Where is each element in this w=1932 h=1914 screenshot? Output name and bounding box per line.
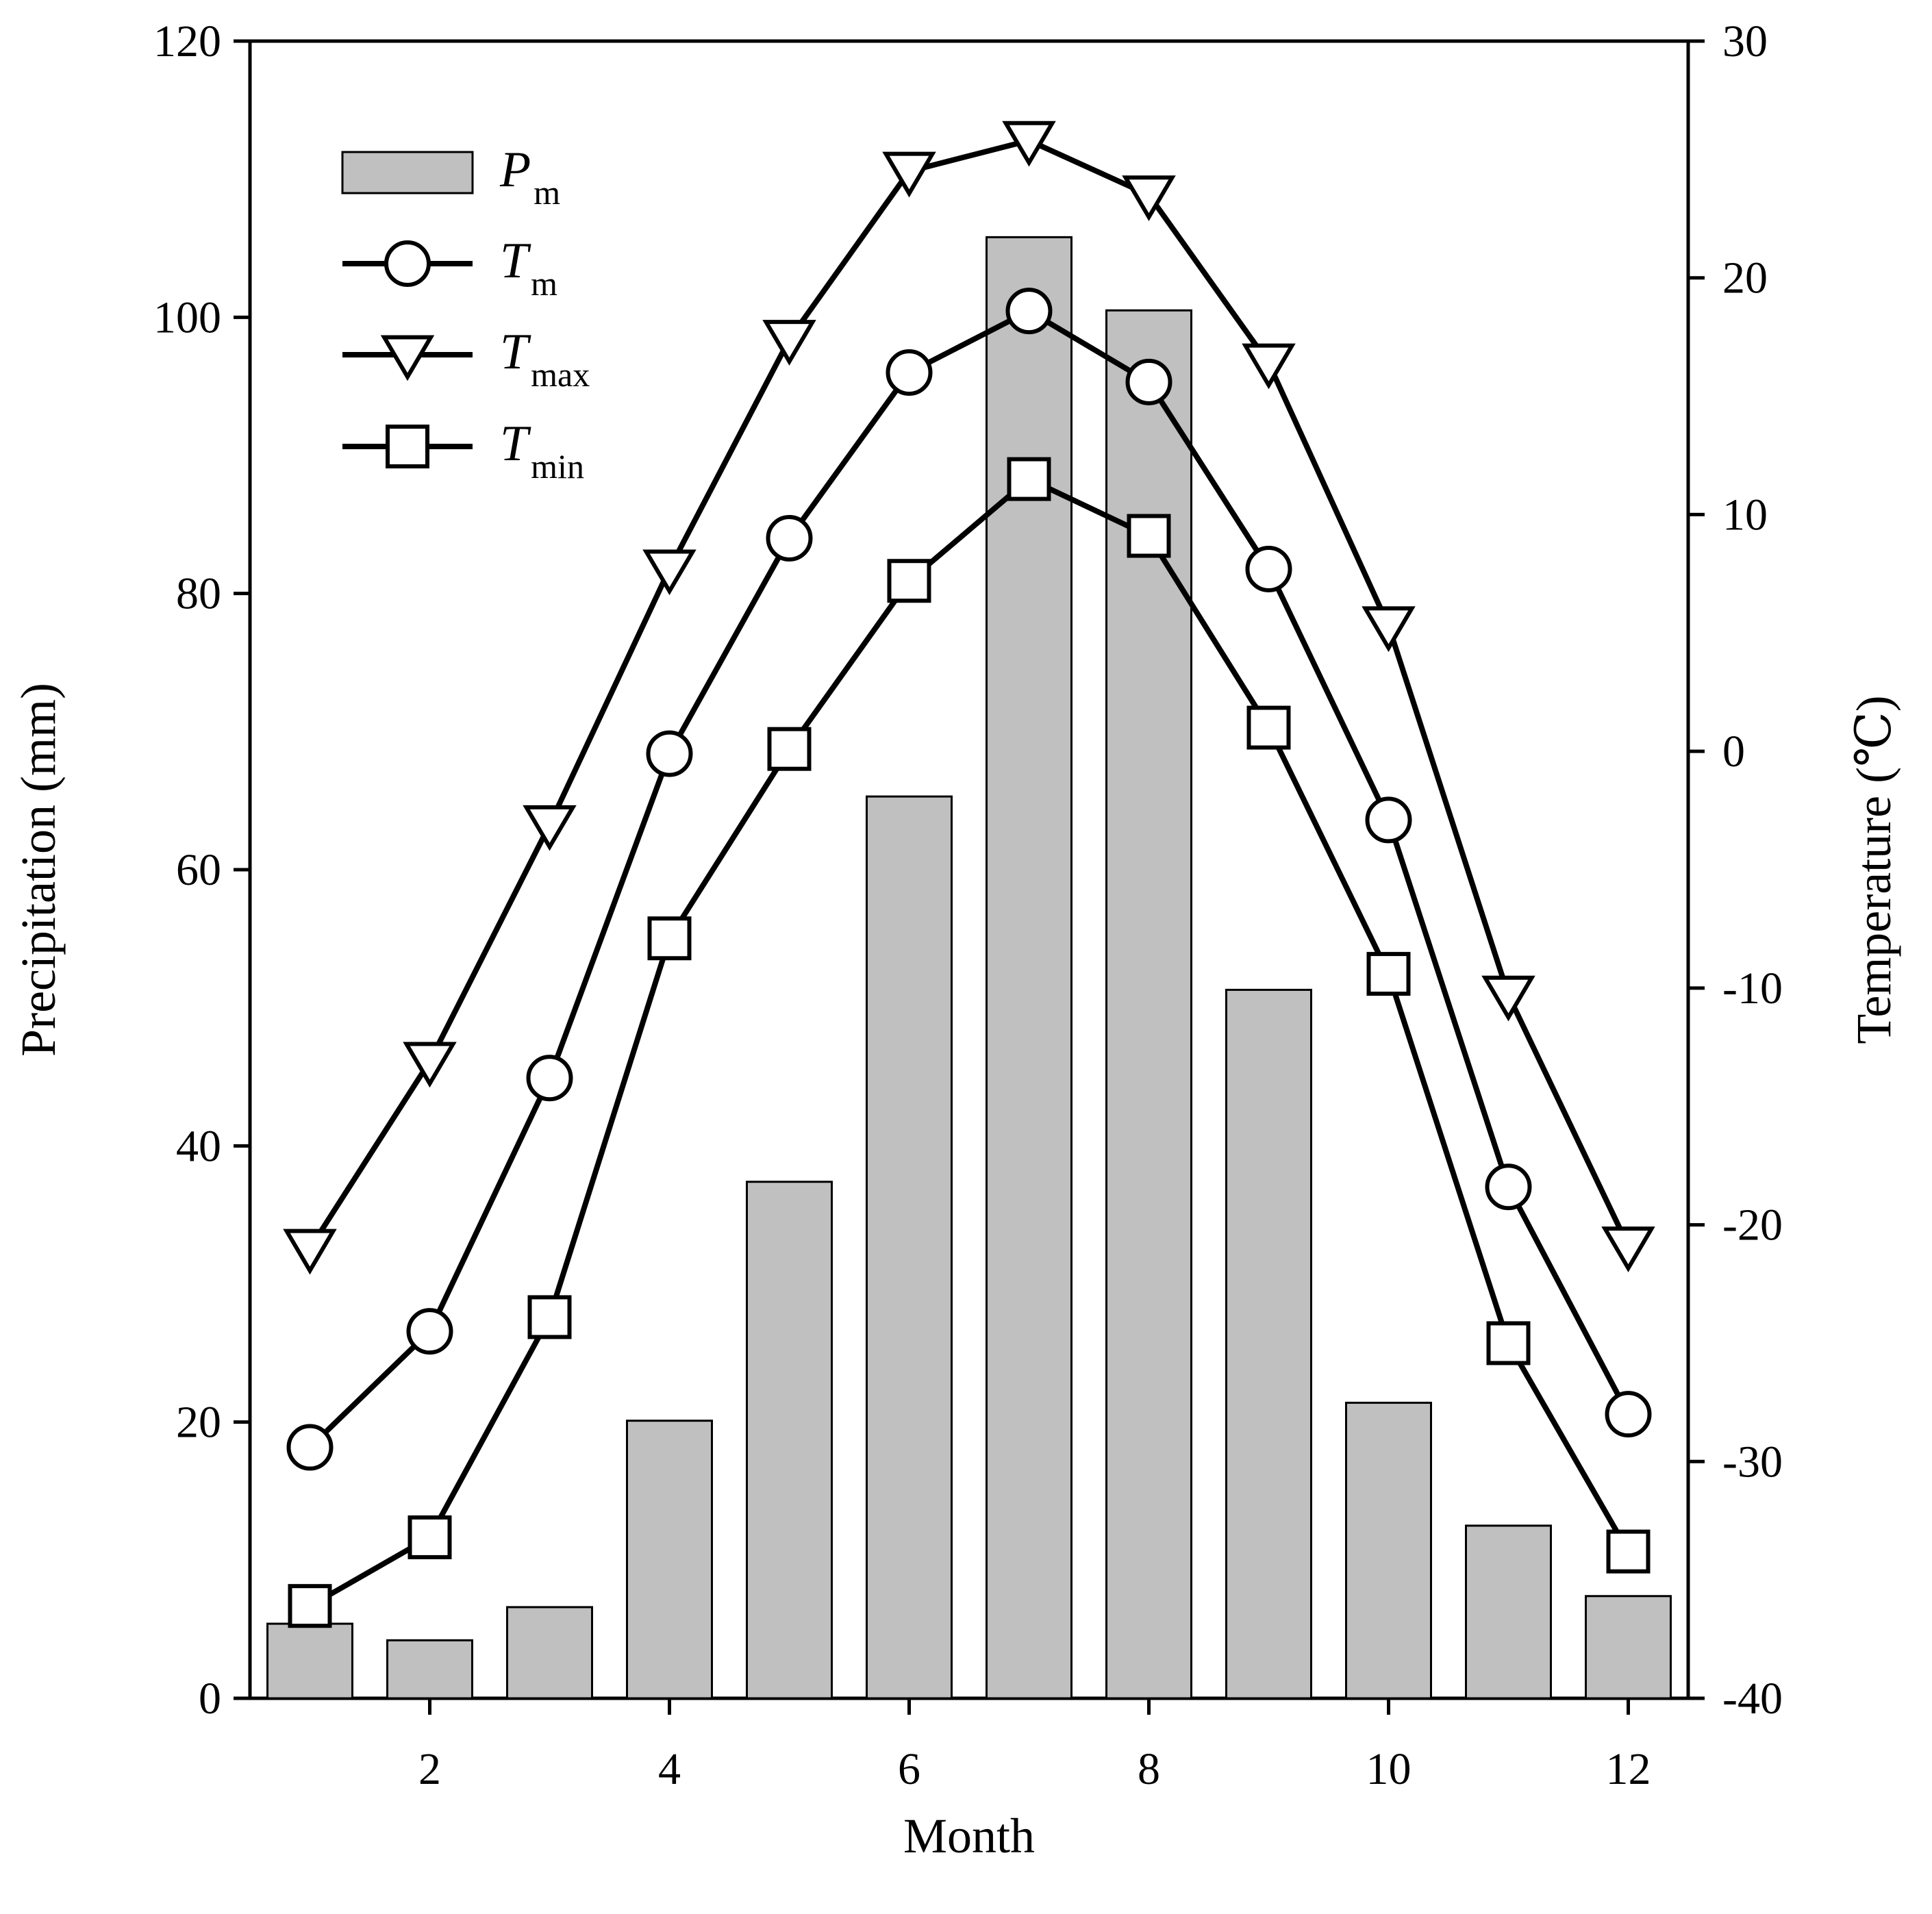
- x-tick-label-2: 2: [418, 1744, 441, 1794]
- point-tm-month-4: [646, 730, 693, 777]
- point-tm-month-8: [1125, 358, 1172, 405]
- point-tmin-month-8: [1127, 514, 1171, 558]
- point-tm-month-5: [766, 515, 813, 562]
- point-tm-month-2: [406, 1308, 453, 1355]
- point-tm-month-1: [286, 1424, 334, 1471]
- y-right-tick-label-10: 10: [1722, 490, 1768, 540]
- y-right-tick-label--20: -20: [1722, 1200, 1783, 1250]
- point-tm-month-10: [1365, 796, 1412, 844]
- plot-frame: [248, 39, 1690, 1700]
- precip-bar-month-4: [626, 1420, 713, 1700]
- legend-item-tm: Tm: [342, 233, 557, 303]
- point-tmax-month-9: [1242, 343, 1296, 390]
- point-tmax-month-11: [1481, 975, 1535, 1022]
- point-tmax-month-3: [523, 805, 577, 851]
- precip-bar-month-9: [1225, 988, 1312, 1700]
- y-left-tick-label-100: 100: [153, 292, 221, 342]
- point-tmin-month-1: [288, 1584, 332, 1628]
- series-tmin: [288, 457, 1651, 1628]
- y-right-tick-label--40: -40: [1722, 1674, 1783, 1724]
- y-right-tick-label--10: -10: [1722, 964, 1783, 1013]
- point-tm-month-12: [1605, 1391, 1652, 1438]
- lines-layer: [283, 121, 1655, 1628]
- series-tm: [286, 288, 1652, 1471]
- precip-bar-month-7: [986, 236, 1072, 1700]
- point-tmin-month-5: [767, 727, 812, 771]
- y-left-tick-label-20: 20: [176, 1398, 221, 1448]
- point-tmax-month-8: [1122, 175, 1176, 221]
- precip-bar-month-2: [386, 1639, 473, 1700]
- legend-marker-tmax: [380, 335, 435, 381]
- point-tm-month-9: [1245, 545, 1292, 592]
- y-right-tick-label--30: -30: [1722, 1437, 1783, 1487]
- line-tm: [308, 308, 1631, 1450]
- x-tick-label-6: 6: [898, 1744, 920, 1794]
- legend-marker-tm: [384, 240, 431, 287]
- point-tmax-month-4: [642, 549, 697, 596]
- point-tmax-month-1: [283, 1229, 337, 1275]
- line-tmin: [308, 476, 1631, 1609]
- precip-bar-month-12: [1585, 1595, 1672, 1700]
- precip-bar-month-1: [266, 1622, 353, 1700]
- line-tmax: [308, 138, 1631, 1250]
- x-tick-label-10: 10: [1366, 1744, 1412, 1794]
- point-tmin-month-2: [407, 1515, 452, 1559]
- point-tm-month-7: [1005, 288, 1053, 335]
- point-tmax-month-6: [882, 151, 936, 198]
- precip-bar-month-5: [746, 1181, 833, 1700]
- legend-label-tmax: Tmax: [500, 324, 590, 394]
- point-tmax-month-2: [403, 1042, 457, 1088]
- point-tmax-month-5: [762, 320, 816, 366]
- y-left-tick-label-120: 120: [153, 16, 221, 66]
- point-tmax-month-12: [1601, 1226, 1655, 1272]
- y-axis-left-title: Precipitation (mm): [11, 683, 66, 1057]
- point-tmin-month-10: [1366, 952, 1411, 996]
- precip-bar-month-10: [1345, 1401, 1432, 1700]
- point-tmax-month-7: [1002, 121, 1056, 167]
- legend-label-tmin: Tmin: [500, 416, 584, 486]
- y-right-tick-label-30: 30: [1722, 16, 1768, 66]
- legend-marker-tmin: [386, 425, 429, 468]
- point-tmin-month-4: [647, 916, 692, 961]
- legend-item-tmin: Tmin: [342, 416, 584, 486]
- point-tmin-month-9: [1246, 705, 1291, 750]
- x-tick-label-12: 12: [1606, 1744, 1651, 1794]
- y-axis-right-title: Temperature (℃): [1846, 695, 1901, 1044]
- y-left-tick-label-40: 40: [176, 1121, 221, 1171]
- y-left-tick-label-80: 80: [176, 569, 221, 619]
- legend: Pm Tm Tmax Tmin: [341, 142, 590, 486]
- x-axis-title: Month: [903, 1809, 1035, 1863]
- point-tm-month-6: [886, 349, 933, 396]
- precip-bar-month-11: [1465, 1524, 1552, 1700]
- legend-label-tm: Tm: [500, 233, 557, 303]
- point-tmin-month-11: [1486, 1321, 1531, 1365]
- point-tm-month-11: [1485, 1163, 1532, 1211]
- axes-layer: 2 4 6 8 10 12020406080100120-40-30-20-1001020…: [153, 16, 1783, 1794]
- point-tm-month-3: [526, 1055, 573, 1102]
- point-tmin-month-7: [1007, 457, 1051, 501]
- point-tmin-month-3: [527, 1295, 572, 1339]
- y-right-tick-label-0: 0: [1722, 727, 1745, 777]
- point-tmax-month-10: [1362, 606, 1416, 653]
- legend-item-tmax: Tmax: [342, 324, 590, 394]
- point-tmin-month-6: [887, 559, 931, 603]
- legend-swatch-pm: [341, 151, 474, 194]
- y-right-tick-label-20: 20: [1722, 253, 1768, 303]
- x-tick-label-4: 4: [658, 1744, 681, 1794]
- precip-bar-month-3: [506, 1606, 593, 1700]
- y-left-tick-label-60: 60: [176, 845, 221, 895]
- series-tmax: [283, 121, 1655, 1275]
- legend-label-pm: Pm: [499, 142, 560, 212]
- precip-bar-month-6: [866, 795, 953, 1700]
- legend-item-pm: Pm: [341, 142, 560, 212]
- y-left-tick-label-0: 0: [199, 1674, 221, 1724]
- point-tmin-month-12: [1606, 1529, 1651, 1574]
- x-tick-label-8: 8: [1138, 1744, 1160, 1794]
- bars-layer: [266, 236, 1672, 1700]
